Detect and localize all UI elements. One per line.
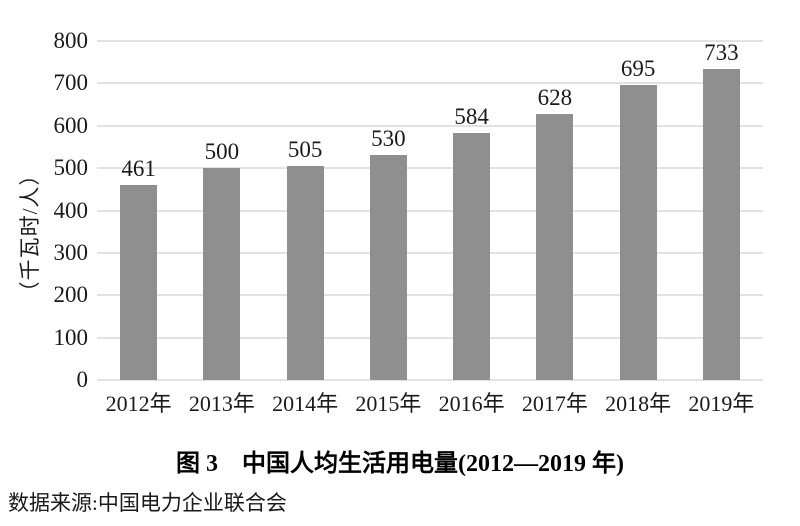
bar-value-label: 461 bbox=[121, 155, 156, 181]
bar-2013年 bbox=[203, 168, 241, 380]
bar-2014年 bbox=[286, 166, 324, 380]
bar-value-label: 505 bbox=[287, 137, 323, 162]
x-tick-label: 2012年 bbox=[105, 391, 172, 416]
bar-chart: （千瓦时/人） 0 100 200 300 400 500 600 700 800 461 2012… bbox=[18, 28, 763, 416]
bar-value-label: 530 bbox=[371, 126, 406, 152]
x-tick-label: 2015年 bbox=[355, 391, 422, 416]
bar-2016年 bbox=[453, 132, 491, 380]
x-tick-label: 2018年 bbox=[605, 391, 672, 416]
gridline bbox=[97, 294, 763, 297]
bar-value-label: 733 bbox=[704, 40, 739, 66]
y-tick-label: 100 bbox=[53, 324, 89, 350]
data-source-note: 数据来源:中国电力企业联合会 bbox=[8, 491, 287, 515]
y-tick-label: 300 bbox=[53, 239, 89, 265]
bar-2018年 bbox=[619, 85, 657, 380]
bar-2012年 bbox=[120, 184, 158, 380]
bar-value-label: 695 bbox=[620, 56, 656, 82]
gridline bbox=[97, 379, 763, 381]
gridline bbox=[97, 82, 763, 85]
y-tick-label: 200 bbox=[53, 282, 89, 308]
y-tick-label: 700 bbox=[53, 70, 89, 96]
gridline bbox=[97, 40, 763, 42]
gridline bbox=[97, 124, 763, 127]
figure-caption: 图 3 中国人均生活用电量(2012—2019 年) bbox=[176, 451, 624, 477]
gridline bbox=[97, 209, 763, 212]
x-tick-label: 2016年 bbox=[438, 391, 505, 416]
y-tick-label: 500 bbox=[53, 155, 89, 181]
bar-value-label: 500 bbox=[204, 139, 240, 165]
bar-2017年 bbox=[536, 113, 574, 380]
bar-value-label: 628 bbox=[537, 84, 573, 110]
x-tick-label: 2013年 bbox=[188, 391, 255, 416]
gridline bbox=[97, 251, 763, 254]
y-tick-label: 400 bbox=[53, 197, 89, 223]
bar-2015年 bbox=[369, 155, 407, 380]
y-tick-label: 800 bbox=[53, 28, 89, 53]
y-tick-label: 0 bbox=[76, 367, 89, 392]
bar-value-label: 584 bbox=[454, 103, 489, 129]
bar-2019年 bbox=[702, 69, 740, 380]
x-tick-label: 2014年 bbox=[272, 391, 339, 416]
y-tick-label: 600 bbox=[53, 112, 89, 138]
gridline bbox=[97, 336, 763, 339]
x-tick-label: 2017年 bbox=[521, 391, 588, 416]
x-tick-label: 2019年 bbox=[688, 391, 755, 416]
gridline bbox=[97, 167, 763, 170]
